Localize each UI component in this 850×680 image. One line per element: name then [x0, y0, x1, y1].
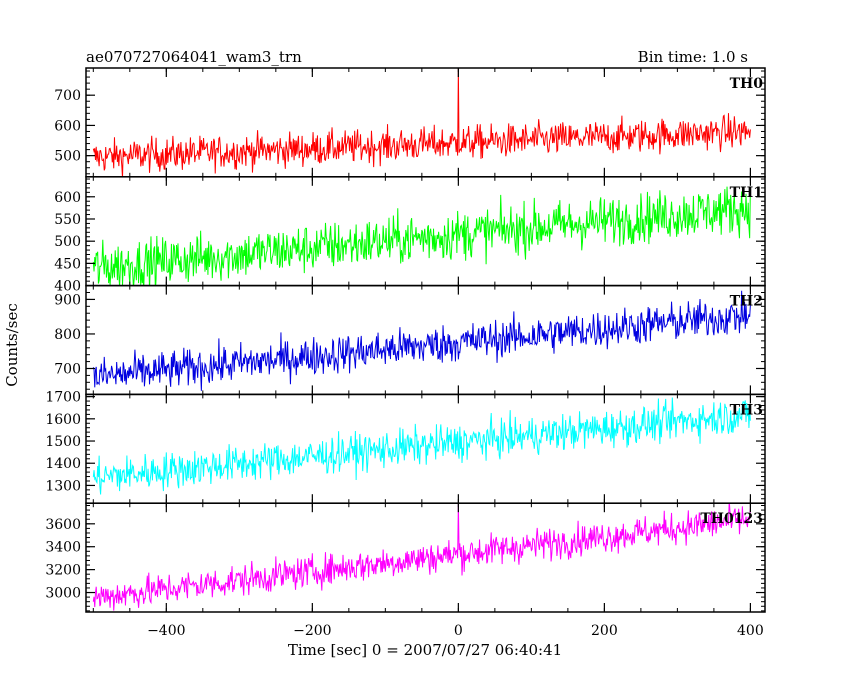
panel-th0123: 3000 3200 3400 3600 TH0123 [45, 502, 766, 613]
series-line-th3 [92, 397, 751, 495]
x-tick-label: 400 [737, 623, 764, 639]
panel-th3: 1300 1400 1500 1600 1700 TH3 [45, 390, 766, 504]
y-tick-label: 3200 [45, 563, 81, 579]
x-tick-label: −200 [293, 623, 331, 639]
plot-title: ae070727064041_wam3_trn [86, 48, 302, 66]
panel-label-th0: TH0 [730, 76, 764, 92]
y-tick-label: 500 [54, 149, 81, 165]
y-tick-label: 700 [54, 88, 81, 104]
panel-label-th0123: TH0123 [700, 511, 763, 527]
panel-th1: 400 450 500 550 600 TH1 [54, 176, 766, 295]
y-axis-label: Counts/sec [3, 303, 21, 387]
x-tick-label: 200 [591, 623, 618, 639]
series-line-th0123 [92, 503, 751, 611]
panel-frame [85, 502, 766, 613]
bin-time-label: Bin time: 1.0 s [638, 48, 748, 66]
series-line-th2 [92, 290, 751, 391]
x-axis: −400 −200 0 200 400 [147, 623, 764, 639]
x-axis-label: Time [sec] 0 = 2007/07/27 06:40:41 [288, 641, 562, 659]
y-tick-label: 550 [54, 212, 81, 228]
series-line-th0 [92, 68, 751, 177]
y-tick-label: 450 [54, 256, 81, 272]
x-tick-label: 0 [454, 623, 463, 639]
y-tick-label: 600 [54, 118, 81, 134]
y-tick-label: 1500 [45, 434, 81, 450]
panel-label-th3: TH3 [730, 402, 763, 418]
y-tick-label: 900 [54, 292, 81, 308]
y-tick-label: 1600 [45, 412, 81, 428]
y-tick-label: 1700 [45, 390, 81, 406]
y-tick-label: 3400 [45, 540, 81, 556]
y-tick-label: 400 [54, 279, 81, 295]
y-tick-label: 1300 [45, 478, 81, 494]
panels: 500 600 700 TH0 400 450 500 550 600 TH1 700 800 900 T… [45, 67, 766, 613]
series-line-th1 [92, 186, 751, 286]
y-tick-label: 600 [54, 190, 81, 206]
y-tick-label: 800 [54, 327, 81, 343]
x-tick-label: −400 [147, 623, 185, 639]
y-tick-label: 500 [54, 234, 81, 250]
panel-th2: 700 800 900 TH2 [54, 284, 766, 396]
y-tick-label: 1400 [45, 456, 81, 472]
y-tick-label: 3600 [45, 517, 81, 533]
panel-th0: 500 600 700 TH0 [54, 67, 766, 178]
y-tick-label: 3000 [45, 586, 81, 602]
panel-label-th2: TH2 [730, 294, 763, 310]
y-tick-label: 700 [54, 361, 81, 377]
panel-label-th1: TH1 [730, 185, 763, 201]
